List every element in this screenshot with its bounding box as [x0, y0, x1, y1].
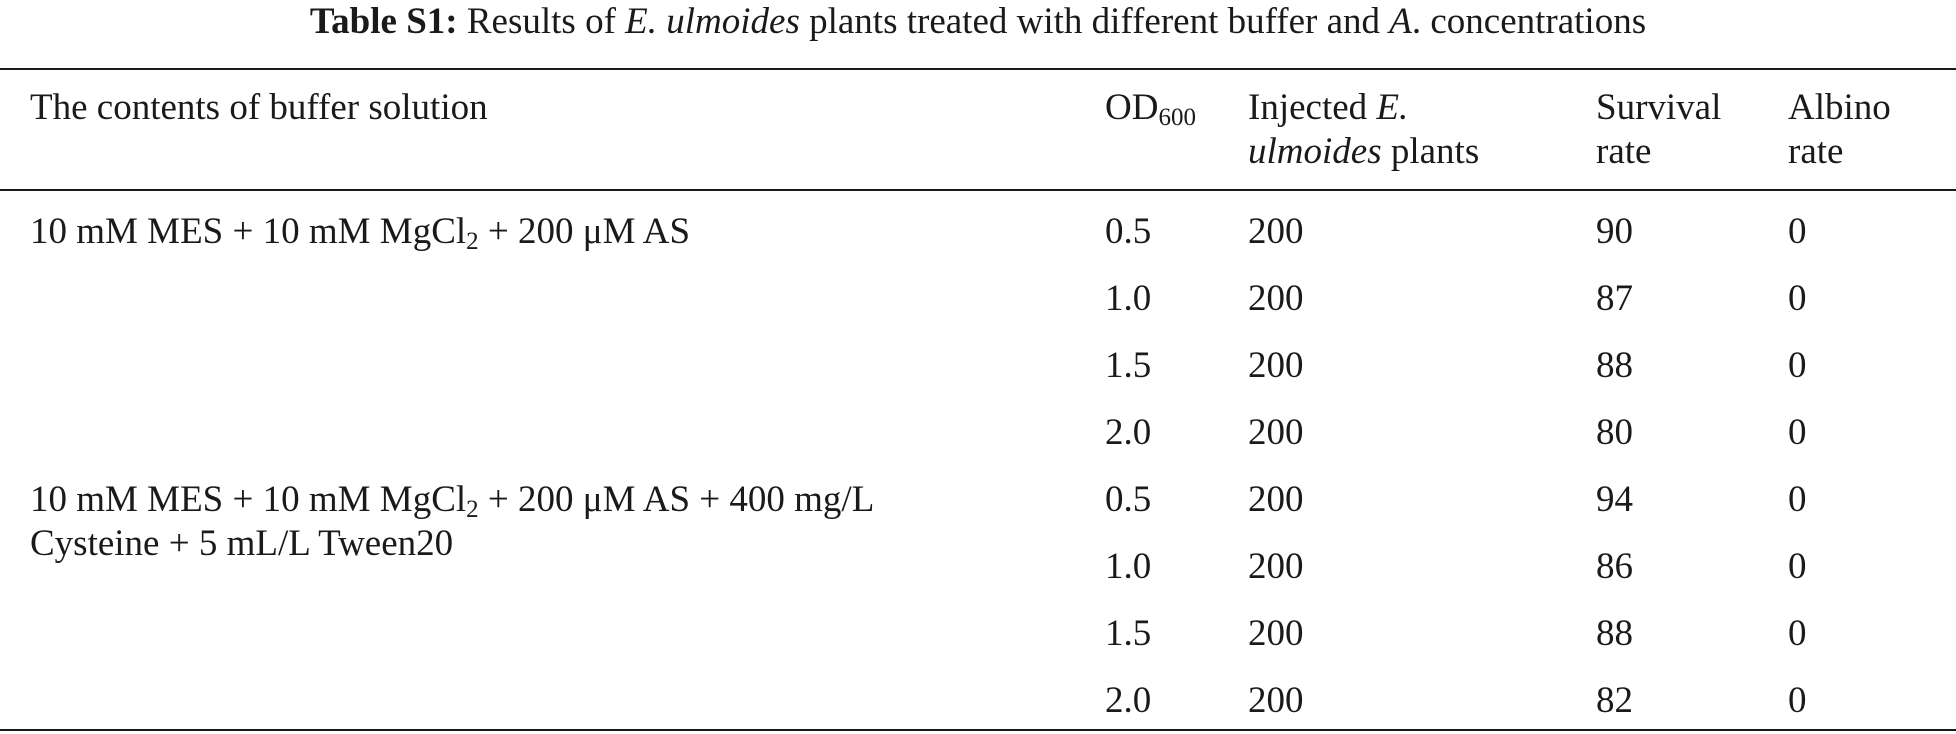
- injected-cell: 200: [1248, 546, 1304, 587]
- header-injected-species: ulmoides: [1248, 131, 1382, 172]
- albino-cell: 0: [1788, 278, 1807, 319]
- injected-cell: 200: [1248, 680, 1304, 721]
- caption-text-2: plants treated with different buffer and: [799, 1, 1390, 42]
- header-survival-line1: Survival: [1596, 87, 1722, 128]
- table-bottom-rule: [0, 729, 1956, 731]
- header-survival-line2: rate: [1596, 131, 1652, 172]
- od-cell: 2.0: [1105, 680, 1152, 721]
- albino-cell: 0: [1788, 345, 1807, 386]
- header-od-sub: 600: [1158, 104, 1196, 131]
- od-cell: 1.5: [1105, 345, 1152, 386]
- od-cell: 2.0: [1105, 412, 1152, 453]
- buffer-subscript: 2: [466, 228, 479, 255]
- header-injected: Injected E. ulmoides plants: [1248, 86, 1479, 174]
- header-albino-line1: Albino: [1788, 87, 1891, 128]
- survival-cell: 88: [1596, 613, 1633, 654]
- buffer-cell: 10 mM MES + 10 mM MgCl2 + 200 μM AS + 40…: [30, 478, 874, 566]
- header-injected-genus: E.: [1376, 87, 1409, 128]
- albino-cell: 0: [1788, 546, 1807, 587]
- albino-cell: 0: [1788, 680, 1807, 721]
- header-albino-line2: rate: [1788, 131, 1844, 172]
- injected-cell: 200: [1248, 613, 1304, 654]
- buffer-text: 10 mM MES + 10 mM MgCl: [30, 479, 467, 520]
- albino-cell: 0: [1788, 613, 1807, 654]
- caption-species: E. ulmoides: [625, 1, 800, 42]
- table-caption: Table S1: Results of E. ulmoides plants …: [0, 0, 1956, 54]
- caption-label: Table S1:: [309, 1, 458, 42]
- survival-cell: 82: [1596, 680, 1633, 721]
- header-albino: Albino rate: [1788, 86, 1891, 174]
- od-cell: 1.0: [1105, 278, 1152, 319]
- header-od-main: OD: [1105, 87, 1159, 128]
- header-buffer: The contents of buffer solution: [30, 87, 488, 128]
- header-injected-plants: plants: [1381, 131, 1480, 172]
- survival-cell: 86: [1596, 546, 1633, 587]
- header-survival: Survival rate: [1596, 86, 1721, 174]
- survival-cell: 88: [1596, 345, 1633, 386]
- survival-cell: 94: [1596, 479, 1633, 520]
- buffer-cell: 10 mM MES + 10 mM MgCl2 + 200 μM AS: [30, 210, 690, 254]
- buffer-text: 10 mM MES + 10 mM MgCl: [30, 211, 467, 252]
- buffer-text-cont: + 200 μM AS: [478, 211, 691, 252]
- survival-cell: 90: [1596, 211, 1633, 252]
- survival-cell: 87: [1596, 278, 1633, 319]
- buffer-text-cont: + 200 μM AS + 400 mg/L: [478, 479, 875, 520]
- injected-cell: 200: [1248, 278, 1304, 319]
- caption-agro: A: [1389, 1, 1412, 42]
- table-header-rule: [0, 189, 1956, 191]
- injected-cell: 200: [1248, 211, 1304, 252]
- header-od: OD600: [1105, 86, 1196, 130]
- od-cell: 1.5: [1105, 613, 1152, 654]
- injected-cell: 200: [1248, 479, 1304, 520]
- caption-text-3: . concentrations: [1411, 1, 1647, 42]
- buffer-subscript: 2: [466, 496, 479, 523]
- albino-cell: 0: [1788, 211, 1807, 252]
- albino-cell: 0: [1788, 479, 1807, 520]
- albino-cell: 0: [1788, 412, 1807, 453]
- od-cell: 1.0: [1105, 546, 1152, 587]
- injected-cell: 200: [1248, 345, 1304, 386]
- od-cell: 0.5: [1105, 479, 1152, 520]
- od-cell: 0.5: [1105, 211, 1152, 252]
- survival-cell: 80: [1596, 412, 1633, 453]
- injected-cell: 200: [1248, 412, 1304, 453]
- header-injected-text: Injected: [1248, 87, 1377, 128]
- table-top-rule: [0, 68, 1956, 70]
- caption-text-1: Results of: [457, 1, 626, 42]
- buffer-text-line2: Cysteine + 5 mL/L Tween20: [30, 523, 454, 564]
